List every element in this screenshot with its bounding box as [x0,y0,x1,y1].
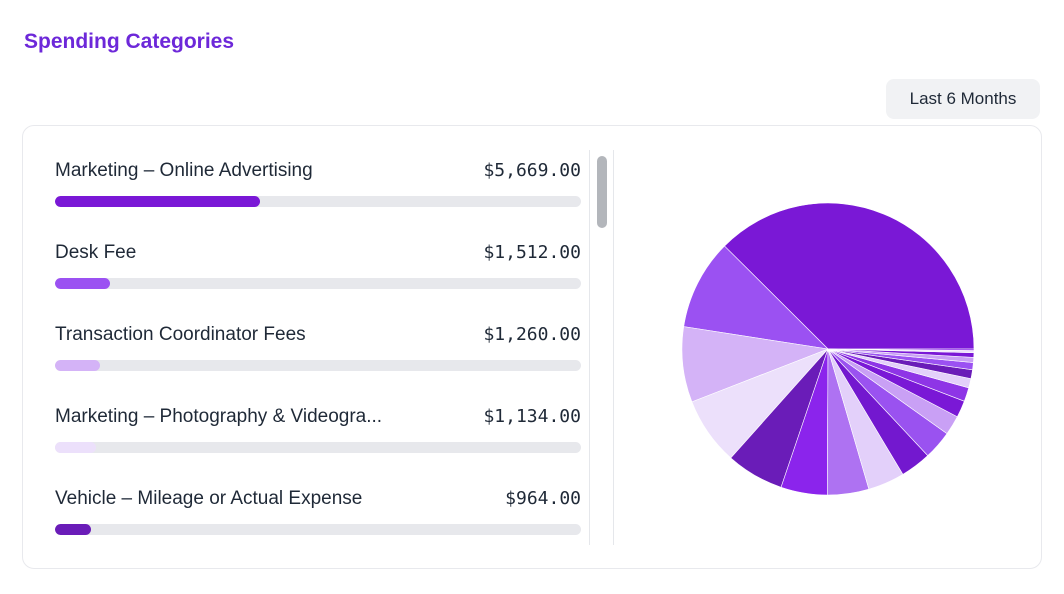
pie-slice[interactable] [683,245,829,350]
category-item[interactable]: Desk Fee $1,512.00 [53,232,613,314]
category-progress-fill [55,442,97,453]
category-progress-track [55,196,581,207]
category-item[interactable]: Marketing – Online Advertising $5,669.00 [53,150,613,232]
category-item[interactable]: Transaction Coordinator Fees $1,260.00 [53,314,613,396]
pie-slice[interactable] [827,348,975,351]
category-progress-fill [55,360,100,371]
category-name: Transaction Coordinator Fees [55,324,306,345]
category-progress-fill [55,524,91,535]
list-scrollbar[interactable] [589,150,614,545]
category-name: Marketing – Online Advertising [55,160,313,181]
spending-pie-chart [681,202,975,496]
category-progress-fill [55,278,111,289]
category-progress-track [55,278,581,289]
category-progress-track [55,442,581,453]
scrollbar-thumb[interactable] [597,156,607,228]
category-item[interactable]: Marketing – Photography & Videogra... $1… [53,396,613,478]
category-amount: $5,669.00 [483,160,581,181]
category-amount: $964.00 [505,488,581,509]
category-name: Vehicle – Mileage or Actual Expense [55,488,363,509]
category-progress-track [55,360,581,371]
pie-slice[interactable] [724,202,975,350]
category-name: Desk Fee [55,242,137,263]
category-progress-fill [55,196,261,207]
category-amount: $1,512.00 [483,242,581,263]
page-title: Spending Categories [24,30,235,53]
spending-card: Marketing – Online Advertising $5,669.00… [22,125,1042,569]
category-amount: $1,260.00 [483,324,581,345]
period-dropdown-button[interactable]: Last 6 Months [886,79,1040,119]
category-list: Marketing – Online Advertising $5,669.00… [53,150,613,545]
category-name: Marketing – Photography & Videogra... [55,406,383,427]
category-item[interactable]: Vehicle – Mileage or Actual Expense $964… [53,478,613,545]
category-progress-track [55,524,581,535]
category-amount: $1,134.00 [483,406,581,427]
